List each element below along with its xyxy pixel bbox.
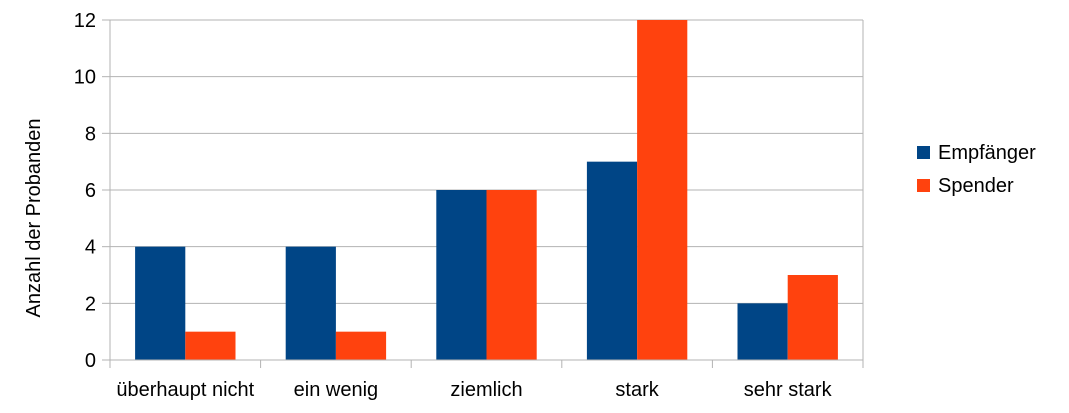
y-tick-label: 4 xyxy=(85,237,96,259)
bar-spender xyxy=(185,331,236,360)
bar-empfaenger xyxy=(436,190,487,360)
legend: Empfänger Spender xyxy=(917,142,1036,197)
y-axis-title: Anzahl der Probanden xyxy=(23,118,45,317)
legend-swatch xyxy=(917,179,930,192)
bar-spender xyxy=(637,20,688,360)
x-category-label: ein wenig xyxy=(294,379,379,401)
x-category-label: überhaupt nicht xyxy=(116,379,254,401)
legend-swatch xyxy=(917,146,930,159)
bar-spender xyxy=(787,275,838,360)
bar-empfaenger xyxy=(135,246,186,360)
legend-label: Spender xyxy=(938,175,1014,197)
bars xyxy=(135,20,838,360)
bar-spender xyxy=(486,190,537,360)
bar-empfaenger xyxy=(586,161,638,360)
bar-empfaenger xyxy=(737,303,788,360)
axes: 0 2 4 6 8 10 12 überhaupt nicht ein wenig ziemlic… xyxy=(74,10,864,401)
bar-spender xyxy=(335,331,387,360)
y-tick-label: 0 xyxy=(85,350,96,372)
y-tick-label: 10 xyxy=(74,67,96,89)
y-tick-label: 12 xyxy=(74,10,96,32)
bar-empfaenger xyxy=(285,246,336,360)
y-tick-label: 8 xyxy=(85,123,96,145)
x-category-label: sehr stark xyxy=(744,379,833,401)
x-category-label: stark xyxy=(615,379,659,401)
y-tick-label: 2 xyxy=(85,293,96,315)
x-category-label: ziemlich xyxy=(450,379,522,401)
y-tick-label: 6 xyxy=(85,180,96,202)
legend-label: Empfänger xyxy=(938,142,1036,164)
